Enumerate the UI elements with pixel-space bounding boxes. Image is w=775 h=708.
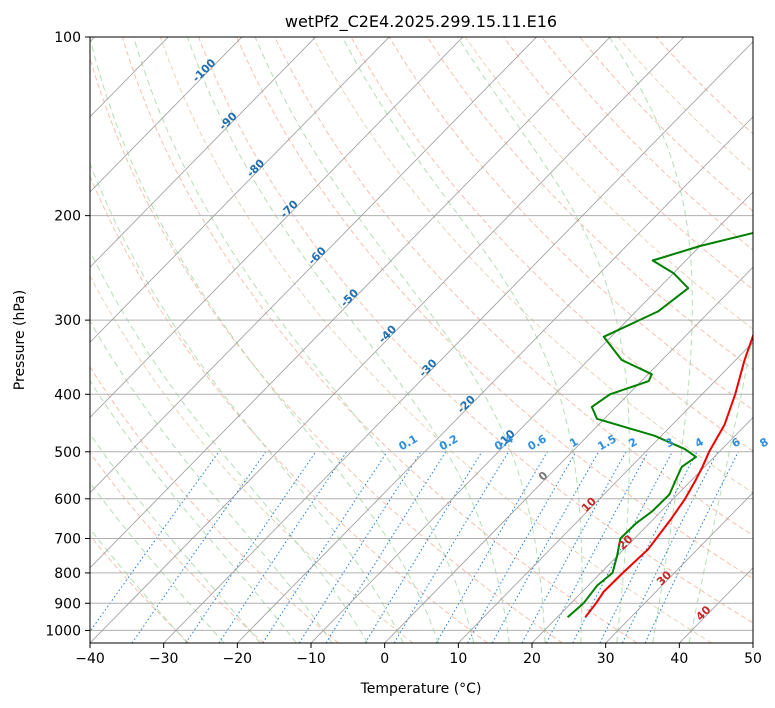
chart-title: wetPf2_C2E4.2025.299.15.11.E16 [285,12,557,32]
dry-adiabat [236,37,753,580]
isotherm-line [605,492,753,643]
isotherm-line [531,416,753,643]
dry-adiabats [90,37,753,643]
isotherm-line [384,266,753,643]
mixing-ratio-line [621,451,718,643]
dry-adiabat [90,365,339,643]
moist-adiabat [133,37,475,643]
y-tick-label: 100 [54,30,81,46]
plot-frame [89,36,754,644]
mixing-ratio-lines [90,451,739,643]
x-tick-label: −20 [223,651,253,667]
isotherm-line [90,37,611,569]
x-tick-label: 10 [449,651,467,667]
isotherm-line [458,341,753,643]
x-axis-label: Temperature (°C) [360,681,482,697]
moist-adiabat [457,37,630,643]
moist-adiabat [90,433,261,643]
y-tick-label: 700 [54,532,81,548]
moist-adiabat [90,379,297,643]
dry-adiabat [198,37,753,624]
isotherm-line [90,37,390,343]
isotherm-gridlines [90,37,753,643]
moist-adiabat [90,162,404,643]
dry-adiabat [90,274,414,643]
dry-adiabat [159,37,712,643]
dry-adiabat [90,534,190,643]
mixing-ratio-line [298,451,422,643]
moist-adiabat [608,37,693,643]
y-axis-ticks: 100 200 300 400 500 600 700 800 900 1000 [45,30,90,639]
temperature-profile [584,332,753,618]
y-tick-label: 400 [54,387,81,403]
isotherm-line [310,191,753,643]
dry-adiabat [503,37,753,290]
y-tick-label: 500 [54,445,81,461]
mixing-ratio-line [393,451,509,643]
moist-adiabat [90,482,225,643]
moist-adiabat [90,319,333,643]
mixing-ratio-line [262,451,388,643]
isotherm-line [163,41,753,643]
dry-adiabat [121,37,638,643]
isotherm-line [90,37,243,193]
moist-adiabats [90,37,753,643]
y-tick-label: 200 [54,209,81,225]
y-tick-label: 600 [54,492,81,508]
dry-adiabat [90,56,563,643]
mixing-ratio-line [90,451,220,633]
y-tick-label: 900 [54,596,81,612]
y-axis-label: Pressure (hPa) [12,290,28,390]
isotherm-line [90,37,316,268]
moist-adiabat [187,37,510,643]
mixing-ratio-line [364,451,483,643]
isotherm-line [237,116,753,643]
x-tick-label: −10 [296,651,326,667]
y-tick-label: 300 [54,313,81,329]
x-tick-label: −40 [75,651,105,667]
moist-adiabat [254,37,546,643]
isobar-gridlines [90,37,753,631]
x-axis-ticks: −40 −30 −20 −10 0 10 20 30 40 50 [75,643,762,667]
isotherm-line [90,37,685,643]
mixing-ratio-line [521,451,627,643]
mixing-ratio-line [545,451,649,643]
isotherm-line [90,37,537,494]
y-tick-label: 1000 [45,623,81,639]
x-tick-label: 0 [380,651,389,667]
dry-adiabat [388,37,753,411]
mixing-ratio-line [185,451,317,643]
x-tick-label: 50 [744,651,762,667]
dry-adiabat [464,37,753,330]
x-tick-label: −30 [149,651,179,667]
x-tick-label: 30 [597,651,615,667]
dry-adiabat [274,37,753,537]
isotherm-line [90,37,464,419]
sounding-profiles [566,232,753,618]
mixing-ratio-line [218,451,348,643]
moist-adiabat [688,331,753,643]
y-tick-label: 800 [54,566,81,582]
moist-adiabat [90,249,369,643]
dry-adiabat [312,37,753,494]
x-tick-label: 40 [670,651,688,667]
x-tick-label: 20 [523,651,541,667]
moist-adiabat [90,37,439,643]
mixing-ratio-line [644,451,739,643]
dewpoint-profile [566,232,753,618]
